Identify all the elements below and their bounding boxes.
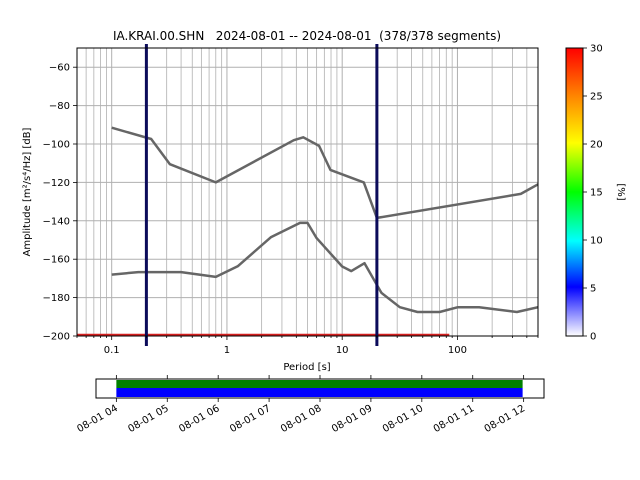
colorbar-tick-label: 10 — [590, 236, 603, 247]
y-tick-label: −80 — [49, 101, 70, 112]
y-tick-label: −140 — [43, 216, 70, 227]
colorbar-tick-label: 5 — [590, 284, 596, 295]
psd-plot: IA.KRAI.00.SHN 2024-08-01 -- 2024-08-01 … — [22, 29, 539, 373]
timeline-tick-label: 08-01 09 — [330, 403, 374, 435]
x-axis-label: Period [s] — [283, 362, 330, 373]
y-tick-label: −200 — [43, 332, 70, 343]
colorbar-tick-label: 0 — [590, 332, 596, 343]
x-tick-label: 0.1 — [104, 345, 120, 356]
y-tick-label: −160 — [43, 255, 70, 266]
y-tick-label: −60 — [49, 63, 70, 74]
colorbar-tick-label: 15 — [590, 188, 603, 199]
colorbar: 0 5 10 15 20 25 30 [%] — [565, 44, 626, 343]
colorbar-gradient — [565, 47, 584, 337]
timeline-bars — [116, 380, 523, 397]
x-tick-label: 100 — [448, 345, 467, 356]
series-high-noise-model — [111, 126, 538, 220]
series-layer — [77, 126, 538, 336]
colorbar-ticks: 0 5 10 15 20 25 30 — [583, 44, 603, 343]
timeline-tick-label: 08-01 06 — [177, 403, 221, 435]
timeline: 08-01 04 08-01 05 08-01 06 08-01 07 08-01 08… — [75, 375, 545, 435]
colorbar-tick-label: 20 — [590, 140, 603, 151]
y-axis: −60 −80 −100 −120 −140 −160 −180 −200 — [43, 63, 77, 343]
timeline-tick-label: 08-01 05 — [126, 403, 170, 435]
timeline-tick-label: 08-01 08 — [279, 403, 323, 435]
timeline-bar-coverage-blue — [116, 388, 523, 397]
timeline-bar-coverage-green — [116, 380, 523, 388]
timeline-tick-label: 08-01 10 — [381, 403, 425, 435]
series-low-noise-model — [111, 221, 538, 314]
timeline-tick-label: 08-01 12 — [483, 403, 527, 435]
y-tick-label: −120 — [43, 178, 70, 189]
x-tick-label: 1 — [224, 345, 230, 356]
y-tick-label: −100 — [43, 140, 70, 151]
y-tick-label: −180 — [43, 293, 70, 304]
colorbar-label: [%] — [615, 183, 626, 200]
timeline-tick-label: 08-01 11 — [432, 403, 476, 435]
x-tick-label: 10 — [336, 345, 349, 356]
timeline-tick-label: 08-01 07 — [228, 403, 272, 435]
timeline-tick-label: 08-01 04 — [75, 403, 119, 435]
colorbar-tick-label: 25 — [590, 92, 603, 103]
x-axis: 0.1 1 10 100 — [76, 336, 539, 356]
vertical-markers — [144, 44, 379, 346]
chart-title: IA.KRAI.00.SHN 2024-08-01 -- 2024-08-01 … — [113, 29, 501, 43]
y-axis-label: Amplitude [m²/s⁴/Hz] [dB] — [22, 127, 33, 256]
colorbar-tick-label: 30 — [590, 44, 603, 55]
